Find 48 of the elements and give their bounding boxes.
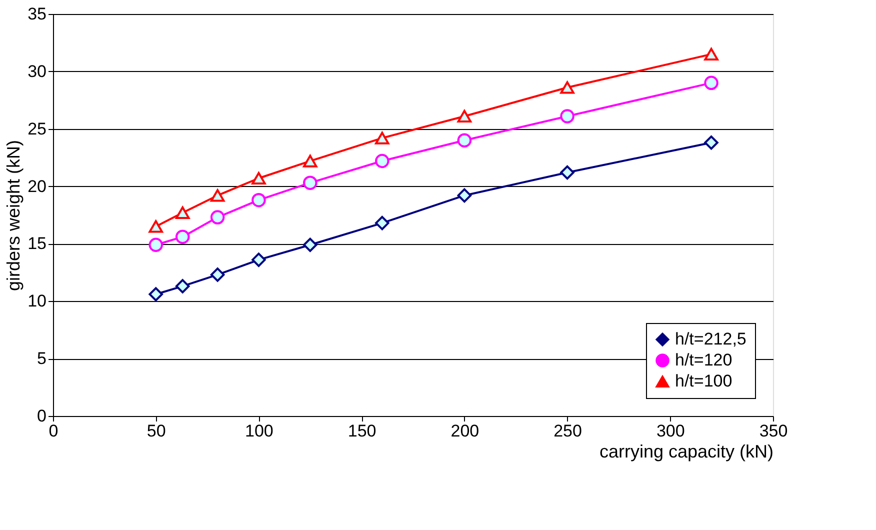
x-axis-title: carrying capacity (kN) — [599, 442, 774, 462]
x-tick-label: 0 — [48, 422, 58, 440]
point — [457, 188, 472, 203]
x-tick-label: 50 — [146, 422, 166, 440]
point — [457, 133, 472, 148]
y-axis-title: girders weight (kN) — [4, 140, 24, 292]
y-tick-label: 5 — [37, 349, 46, 368]
point — [175, 279, 190, 294]
point — [210, 268, 225, 282]
y-tick-label: 30 — [28, 62, 46, 81]
point — [457, 110, 472, 123]
legend-label: h/t=120 — [675, 350, 732, 370]
y-tick-label: 20 — [28, 176, 46, 196]
point — [704, 48, 718, 61]
point — [148, 220, 163, 233]
point — [303, 154, 318, 168]
point — [252, 192, 266, 208]
point — [175, 230, 190, 244]
legend-label: h/t=212,5 — [675, 330, 746, 348]
point — [148, 238, 163, 252]
point — [210, 210, 225, 224]
point — [210, 189, 225, 202]
point — [560, 109, 574, 124]
x-tick-label: 350 — [759, 422, 788, 440]
point — [375, 216, 390, 230]
point — [560, 81, 574, 94]
point — [375, 132, 390, 144]
point — [560, 165, 574, 180]
x-tick-label: 200 — [450, 422, 480, 440]
point — [704, 76, 718, 90]
point — [303, 238, 318, 252]
x-tick-label: 300 — [656, 422, 685, 440]
x-tick-label: 150 — [348, 422, 376, 440]
legend-label: h/t=100 — [675, 372, 732, 390]
point — [252, 252, 266, 267]
x-tick-label: 250 — [554, 422, 582, 440]
point — [375, 154, 390, 168]
x-tick-label: 100 — [245, 422, 274, 440]
y-tick-label: 15 — [28, 234, 46, 254]
point — [303, 176, 318, 190]
y-tick-label: 0 — [37, 406, 46, 426]
point — [148, 287, 163, 302]
point — [252, 172, 266, 185]
y-tick-label: 10 — [28, 292, 46, 311]
y-tick-label: 35 — [28, 4, 46, 24]
point — [704, 136, 718, 150]
y-tick-label: 25 — [28, 119, 46, 138]
point — [175, 206, 190, 220]
